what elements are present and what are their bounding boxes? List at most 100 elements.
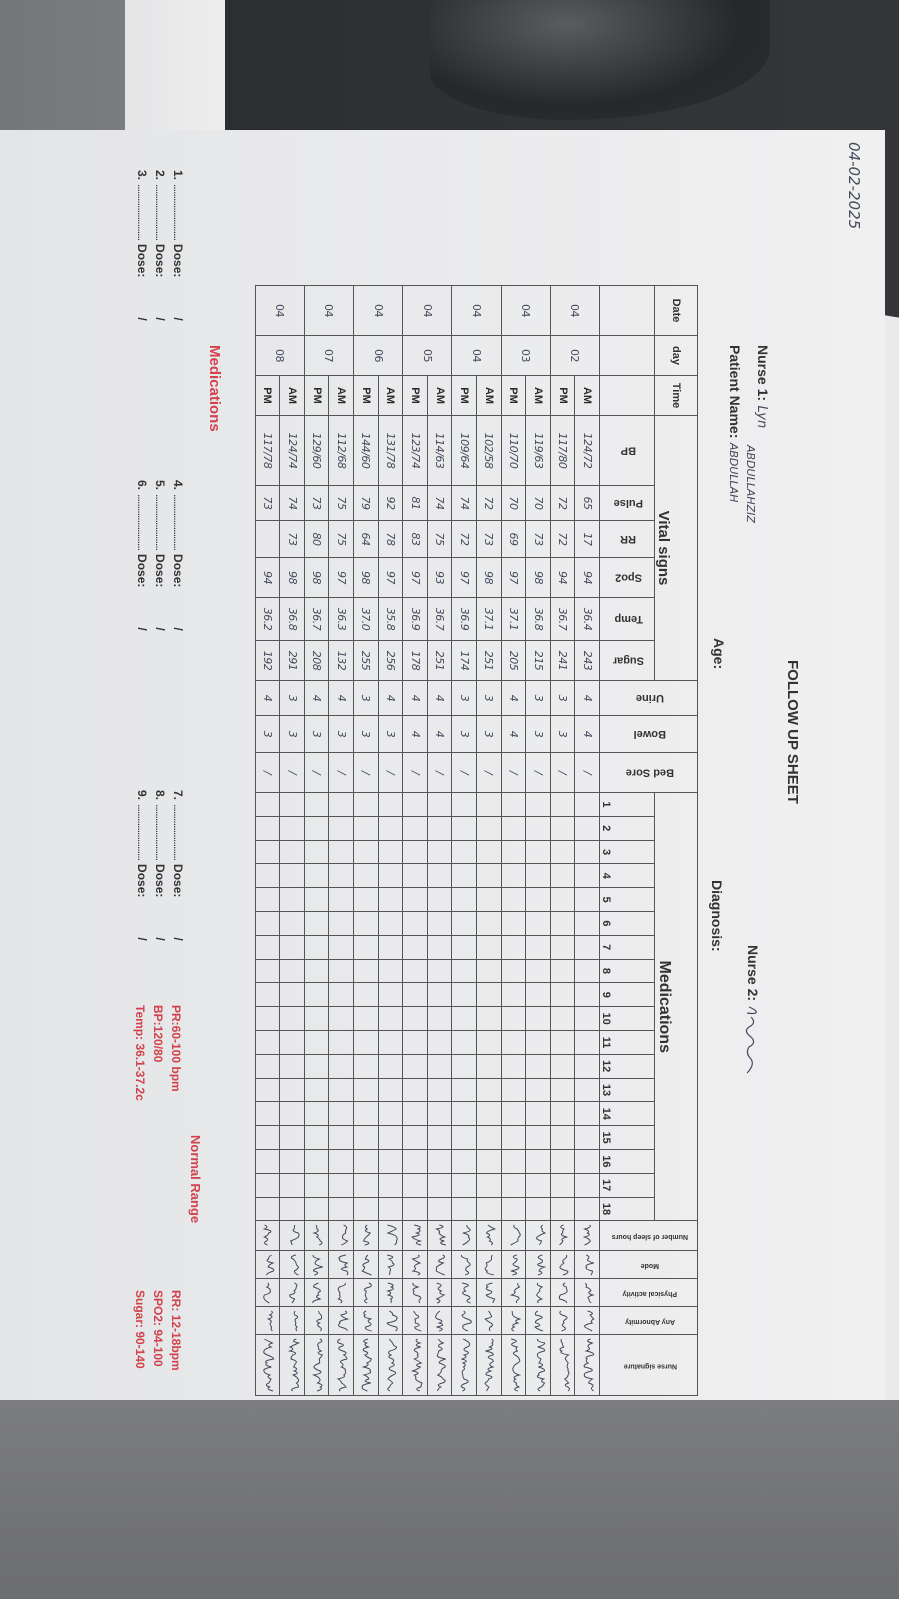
med-column-number: 1 (599, 792, 655, 817)
cell-medication-slot (476, 1030, 502, 1055)
cell-medication-slot (427, 911, 452, 936)
cell-mode (525, 1250, 551, 1279)
cell-medication-slot (501, 982, 526, 1007)
cell-sleep (501, 1220, 526, 1251)
normal-range-item: RR: 12-18bpm (169, 1290, 183, 1371)
medication-dose: Dose: (135, 554, 149, 588)
cell-medication-slot (501, 816, 526, 841)
age-label: Age: (711, 638, 727, 670)
cell-time: PM (255, 375, 280, 416)
cell-medication-slot (304, 959, 329, 983)
cell-sugar: 243 (574, 640, 600, 681)
abnormity-handwriting (412, 1310, 421, 1332)
cell-medication-slot (378, 1101, 403, 1126)
cell-medication-slot (255, 982, 280, 1007)
cell-medication-slot (574, 840, 600, 864)
medication-dots: ........................ (153, 494, 167, 551)
medication-line: 4......................... Dose: / (171, 480, 185, 635)
cell-medication-slot (304, 1173, 329, 1198)
cell-medication-slot (255, 1197, 280, 1221)
cell-sugar: 251 (476, 640, 502, 681)
cell-nurse-signature (501, 1334, 526, 1396)
cell-abnormity (304, 1306, 329, 1335)
physical-handwriting (535, 1282, 543, 1304)
cell-medication-slot (427, 1030, 452, 1055)
cell-medication-slot (476, 1173, 502, 1198)
cell-bp: 112/68 (328, 415, 354, 486)
medication-num: 2. (153, 170, 167, 181)
cell-medication-slot (550, 911, 575, 936)
cell-bp: 124/72 (574, 415, 600, 486)
cell-medication-slot (255, 911, 280, 936)
cell-medication-slot (574, 792, 600, 817)
cell-nurse-signature (451, 1334, 477, 1396)
cell-medication-slot (304, 1149, 329, 1174)
cell-medication-slot (427, 1078, 452, 1102)
cell-sleep (427, 1220, 452, 1251)
cell-temp: 36.2 (255, 597, 280, 641)
cell-temp: 36.8 (525, 597, 551, 641)
cell-medication-slot (279, 1197, 305, 1221)
mode-handwriting (484, 1254, 495, 1276)
header-sleep-text: Number of sleep hours (611, 1232, 689, 1240)
sleep-handwriting (289, 1224, 300, 1246)
cell-medication-slot (402, 1101, 428, 1126)
cell-medication-slot (304, 1078, 329, 1102)
cell-nurse-signature (255, 1334, 280, 1396)
header-empty (599, 285, 655, 336)
med-column-number: 11 (599, 1030, 655, 1055)
cell-medication-slot (501, 1197, 526, 1221)
cell-day: 06 (353, 335, 403, 376)
cell-temp: 36.9 (451, 597, 477, 641)
cell-medication-slot (378, 959, 403, 983)
cell-sugar: 205 (501, 640, 526, 681)
cell-rr: 73 (525, 520, 551, 558)
cell-medication-slot (279, 911, 305, 936)
nurse-signature-handwriting (536, 1338, 545, 1392)
cell-physical (501, 1278, 526, 1307)
cell-medication-slot (501, 935, 526, 960)
header-spo2: Spo2 (599, 557, 655, 598)
cell-medication-slot (501, 1125, 526, 1150)
cell-mode (328, 1250, 354, 1279)
cell-spo2: 97 (328, 557, 354, 598)
cell-medication-slot (525, 911, 551, 936)
cell-medication-slot (353, 935, 379, 960)
cell-medication-slot (279, 816, 305, 841)
cell-pulse: 74 (279, 485, 305, 521)
cell-medication-slot (353, 840, 379, 864)
cell-medication-slot (525, 982, 551, 1007)
cell-bowel: 3 (353, 715, 379, 753)
cell-medication-slot (279, 1030, 305, 1055)
cell-medication-slot (550, 1006, 575, 1031)
cell-nurse-signature (476, 1334, 502, 1396)
cell-pulse: 92 (378, 485, 403, 521)
cell-medication-slot (574, 1054, 600, 1079)
cell-medication-slot (378, 1030, 403, 1055)
nurse-signature-handwriting (510, 1338, 522, 1392)
cell-pulse: 72 (550, 485, 575, 521)
abnormity-handwriting (511, 1310, 522, 1332)
cell-sleep (525, 1220, 551, 1251)
cell-bp: 124/74 (279, 415, 305, 486)
cell-medication-slot (378, 982, 403, 1007)
cell-medication-slot (525, 1197, 551, 1221)
medication-dose: Dose: (171, 244, 185, 278)
cell-medication-slot (574, 863, 600, 888)
header-mode: Mode (599, 1250, 698, 1279)
cell-temp: 36.7 (427, 597, 452, 641)
cell-rr: 80 (304, 520, 329, 558)
cell-mode (451, 1250, 477, 1279)
cell-bowel: 3 (279, 715, 305, 753)
cell-medication-slot (501, 911, 526, 936)
cell-abnormity (328, 1306, 354, 1335)
cell-physical (279, 1278, 305, 1307)
cell-nurse-signature (378, 1334, 403, 1396)
cell-medication-slot (501, 1054, 526, 1079)
physical-handwriting (435, 1282, 446, 1304)
cell-medication-slot (328, 1173, 354, 1198)
cell-medication-slot (353, 1006, 379, 1031)
cell-medication-slot (279, 887, 305, 912)
cell-medication-slot (427, 1125, 452, 1150)
cell-pulse: 65 (574, 485, 600, 521)
